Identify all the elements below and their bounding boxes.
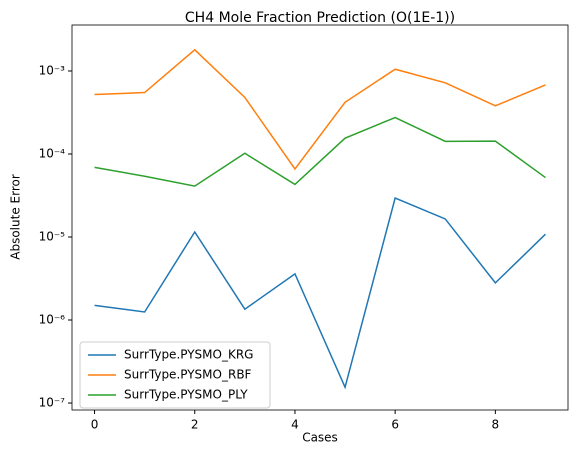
x-tick-label: 6: [391, 418, 399, 432]
y-tick-label: 10⁻⁷: [39, 396, 66, 410]
x-tick-label: 8: [492, 418, 500, 432]
x-tick-label: 2: [191, 418, 199, 432]
legend-box: [79, 341, 271, 409]
y-axis-label: Absolute Error: [9, 174, 23, 260]
legend-label: SurrType.PYSMO_PLY: [124, 388, 248, 402]
x-tick-label: 4: [291, 418, 299, 432]
x-axis-label: Cases: [302, 431, 338, 445]
series-line: [94, 116, 546, 187]
y-tick-label: 10⁻³: [39, 63, 66, 77]
legend-label: SurrType.PYSMO_KRG: [124, 348, 253, 362]
plot-frame: [71, 24, 569, 411]
x-tick-label: 0: [91, 418, 99, 432]
chart-title: CH4 Mole Fraction Prediction (O(1E-1)): [185, 10, 455, 26]
legend-label: SurrType.PYSMO_RBF: [124, 368, 252, 382]
y-tick-label: 10⁻⁵: [39, 229, 66, 243]
series-line: [94, 48, 546, 171]
series-line: [94, 196, 546, 390]
y-tick-label: 10⁻⁶: [39, 313, 66, 327]
y-tick-label: 10⁻⁴: [39, 146, 66, 160]
